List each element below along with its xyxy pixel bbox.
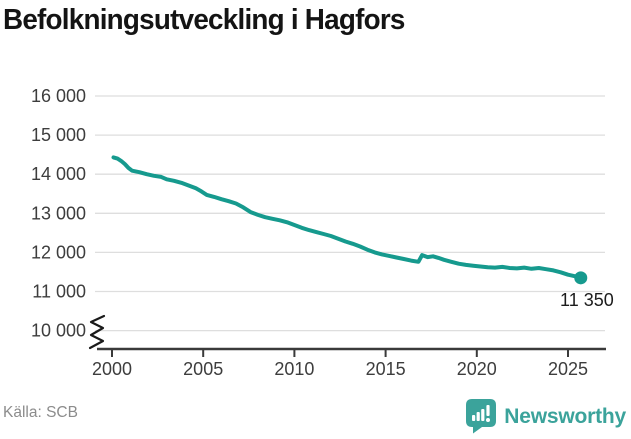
newsworthy-brand: Newsworthy <box>466 399 626 434</box>
y-tick-label: 13 000 <box>31 203 86 223</box>
y-tick-label: 11 000 <box>32 282 86 302</box>
y-tick-label: 12 000 <box>31 242 86 262</box>
y-tick-label: 10 000 <box>31 321 86 341</box>
population-line <box>111 155 583 280</box>
x-tick-label: 2015 <box>366 359 406 379</box>
gridlines <box>95 95 605 332</box>
source-note: Källa: SCB <box>3 404 78 421</box>
y-tick-label: 15 000 <box>31 125 86 145</box>
axis-break-icon <box>88 314 106 350</box>
y-axis-labels: 16 000 15 000 14 000 13 000 12 000 11 000 10 0… <box>31 86 86 341</box>
x-axis-ticks <box>111 350 569 357</box>
x-tick-label: 2020 <box>457 359 497 379</box>
x-tick-label: 2025 <box>548 359 588 379</box>
newsworthy-brand-name: Newsworthy <box>504 404 626 428</box>
newsworthy-logo-icon <box>466 399 497 434</box>
chart-title: Befolkningsutveckling i Hagfors <box>3 4 405 36</box>
latest-point-marker <box>574 271 588 285</box>
y-tick-label: 14 000 <box>31 164 86 184</box>
x-tick-label: 2005 <box>183 359 223 379</box>
y-tick-label: 16 000 <box>31 86 86 106</box>
x-tick-label: 2010 <box>274 359 314 379</box>
x-tick-label: 2000 <box>92 359 132 379</box>
latest-value-label: 11 350 <box>560 290 614 310</box>
x-axis-tick-labels: 2000 2005 2010 2015 2020 2025 <box>92 359 588 379</box>
